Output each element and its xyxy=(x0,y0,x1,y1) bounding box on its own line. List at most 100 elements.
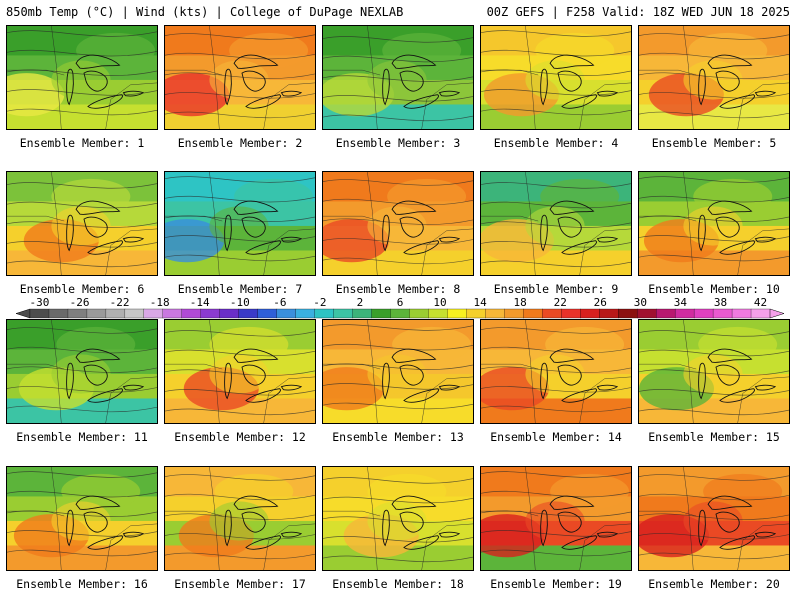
ensemble-member-label: Ensemble Member: 1 xyxy=(19,136,145,150)
ensemble-panel-19 xyxy=(480,466,632,571)
ensemble-member-label: Ensemble Member: 12 xyxy=(174,430,306,444)
ensemble-panel-20 xyxy=(638,466,790,571)
colorbar-swatch xyxy=(466,308,486,319)
ensemble-panel-17 xyxy=(164,466,316,571)
colorbar-swatch xyxy=(409,308,429,319)
ensemble-panel-8 xyxy=(322,171,474,276)
ensemble-panel-14 xyxy=(480,319,632,424)
ensemble-panel-15 xyxy=(638,319,790,424)
temperature-field-map xyxy=(165,467,315,570)
temperature-field-map xyxy=(165,320,315,423)
temperature-field-map xyxy=(7,172,157,275)
ensemble-panel-10 xyxy=(638,171,790,276)
colorbar-swatch xyxy=(48,308,69,319)
colorbar-swatch xyxy=(295,308,316,319)
colorbar-swatch xyxy=(333,308,354,319)
ensemble-member-label: Ensemble Member: 17 xyxy=(174,577,306,591)
colorbar-swatch xyxy=(352,308,372,319)
colorbar-swatch xyxy=(390,308,410,319)
ensemble-member-label: Ensemble Member: 11 xyxy=(16,430,148,444)
colorbar-tick-label: -14 xyxy=(190,296,210,309)
colorbar-swatch xyxy=(447,308,467,319)
ensemble-panel-9 xyxy=(480,171,632,276)
ensemble-panel-6 xyxy=(6,171,158,276)
ensemble-member-label: Ensemble Member: 13 xyxy=(332,430,464,444)
colorbar-swatch xyxy=(124,308,145,319)
colorbar-tick-label: -6 xyxy=(273,296,286,309)
ensemble-member-label: Ensemble Member: 4 xyxy=(493,136,619,150)
colorbar-tick-label: -26 xyxy=(70,296,90,309)
colorbar-swatch xyxy=(86,308,107,319)
colorbar-swatch xyxy=(580,308,600,319)
colorbar-swatch xyxy=(105,308,126,319)
ensemble-member-label: Ensemble Member: 9 xyxy=(493,282,619,296)
ensemble-panel-18 xyxy=(322,466,474,571)
temperature-field-map xyxy=(639,467,789,570)
chart-title: 850mb Temp (°C) | Wind (kts) | College o… xyxy=(6,5,404,19)
ensemble-member-label: Ensemble Member: 10 xyxy=(648,282,780,296)
ensemble-member-label: Ensemble Member: 5 xyxy=(651,136,777,150)
ensemble-panel-13 xyxy=(322,319,474,424)
colorbar-swatch xyxy=(162,308,183,319)
colorbar-max-arrow xyxy=(769,308,785,319)
colorbar-swatch xyxy=(523,308,543,319)
ensemble-panel-2 xyxy=(164,25,316,130)
ensemble-member-label: Ensemble Member: 19 xyxy=(490,577,622,591)
colorbar-tick-label: 34 xyxy=(674,296,688,309)
ensemble-panel-12 xyxy=(164,319,316,424)
colorbar-swatch xyxy=(693,308,714,319)
colorbar-swatch xyxy=(731,308,752,319)
temperature-field-map xyxy=(481,467,631,570)
colorbar-tick-label: -30 xyxy=(30,296,50,309)
ensemble-member-label: Ensemble Member: 16 xyxy=(16,577,148,591)
colorbar-swatch xyxy=(504,308,524,319)
colorbar-tick-label: 18 xyxy=(514,296,527,309)
colorbar-tick-label: 26 xyxy=(594,296,607,309)
ensemble-member-label: Ensemble Member: 8 xyxy=(335,282,461,296)
temperature-field-map xyxy=(639,172,789,275)
colorbar-swatch xyxy=(674,308,695,319)
colorbar-tick-label: -18 xyxy=(150,296,170,309)
ensemble-panel-11 xyxy=(6,319,158,424)
temperature-field-map xyxy=(323,172,473,275)
ensemble-panel-7 xyxy=(164,171,316,276)
temperature-field-map xyxy=(481,172,631,275)
colorbar-tick-label: 2 xyxy=(357,296,364,309)
colorbar-swatch xyxy=(712,308,733,319)
colorbar-tick-label: 14 xyxy=(473,296,487,309)
colorbar-swatch xyxy=(238,308,259,319)
colorbar-swatch xyxy=(371,308,391,319)
colorbar-tick-label: 10 xyxy=(433,296,446,309)
temperature-field-map xyxy=(639,320,789,423)
colorbar-tick-label: 42 xyxy=(754,296,767,309)
temperature-field-map xyxy=(481,320,631,423)
ensemble-panel-1 xyxy=(6,25,158,130)
colorbar-swatch xyxy=(542,308,562,319)
temperature-field-map xyxy=(323,320,473,423)
colorbar-swatch xyxy=(485,308,505,319)
ensemble-member-label: Ensemble Member: 7 xyxy=(177,282,303,296)
colorbar-swatch xyxy=(314,308,335,319)
ensemble-panel-4 xyxy=(480,25,632,130)
colorbar-tick-label: -2 xyxy=(313,296,326,309)
temperature-field-map xyxy=(323,26,473,129)
colorbar-swatch xyxy=(276,308,297,319)
colorbar-swatch xyxy=(143,308,164,319)
temperature-field-map xyxy=(7,467,157,570)
ensemble-panel-5 xyxy=(638,25,790,130)
temperature-field-map xyxy=(7,26,157,129)
colorbar-swatch xyxy=(637,308,657,319)
valid-time: 00Z GEFS | F258 Valid: 18Z WED JUN 18 20… xyxy=(486,5,790,19)
colorbar-tick-label: 38 xyxy=(714,296,727,309)
colorbar-tick-label: -10 xyxy=(230,296,250,309)
ensemble-member-label: Ensemble Member: 6 xyxy=(19,282,145,296)
colorbar-swatch xyxy=(257,308,278,319)
colorbar-tick-label: 30 xyxy=(634,296,647,309)
ensemble-panel-3 xyxy=(322,25,474,130)
colorbar-swatch xyxy=(181,308,202,319)
temperature-field-map xyxy=(165,26,315,129)
ensemble-member-label: Ensemble Member: 14 xyxy=(490,430,622,444)
ensemble-member-label: Ensemble Member: 20 xyxy=(648,577,780,591)
colorbar-swatch xyxy=(599,308,619,319)
colorbar-swatch xyxy=(750,308,771,319)
